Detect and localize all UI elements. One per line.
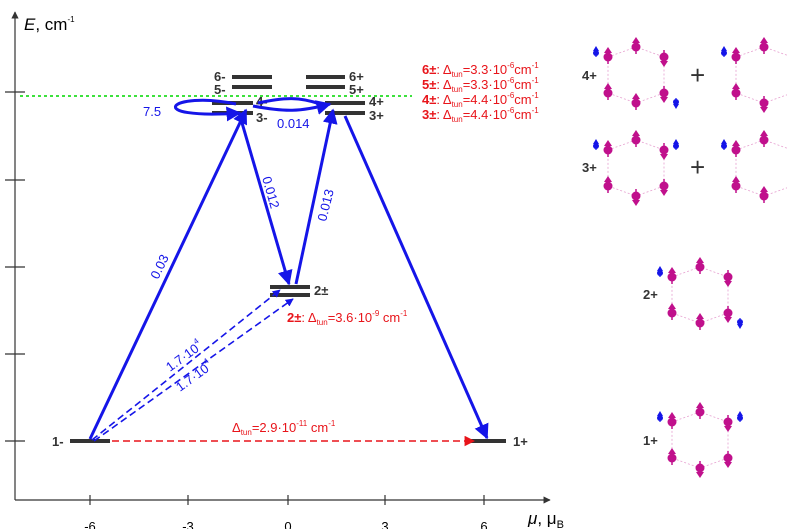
tunneling-label: Δtun=2.9·10-11 cm-1	[232, 419, 336, 437]
diagram: -6 -3 0 3 6 E, cm-1 μ, μB 1- 1+ 2± 3- 4-…	[0, 0, 787, 529]
x-tick-label: -3	[182, 519, 194, 529]
rate-label: 0.014	[277, 116, 310, 131]
level-label: 3+	[369, 108, 384, 123]
levels	[70, 77, 506, 441]
level-label: 3-	[256, 110, 268, 125]
transition-labels: 0.03 0.012 0.013 7.5 0.014 1.7·104 1.7·1…	[143, 104, 337, 394]
tunneling-label: 3±: Δtun=4.4·10-6cm-1	[422, 106, 539, 124]
state-label: 1+	[643, 433, 658, 448]
state-labels: 4+ 3+ 2+ 1+ + +	[582, 60, 705, 448]
x-tick-labels: -6 -3 0 3 6	[84, 519, 487, 529]
state-label: 4+	[582, 68, 597, 83]
level-label: 5-	[214, 82, 226, 97]
level-label: 1+	[513, 434, 528, 449]
spin-configurations	[593, 37, 787, 478]
tunneling-label: 2±: Δtun=3.6·10-9 cm-1	[287, 309, 408, 327]
x-tick-label: 0	[284, 519, 291, 529]
level-label: 6+	[349, 69, 364, 84]
level-label: 1-	[52, 434, 64, 449]
level-label: 6-	[214, 69, 226, 84]
state-label: 3+	[582, 160, 597, 175]
level-label: 2±	[314, 283, 328, 298]
x-tick-label: 3	[381, 519, 388, 529]
plus-sign: +	[690, 152, 705, 182]
level-label: 5+	[349, 82, 364, 97]
rate-label: 0.013	[314, 188, 336, 223]
y-axis-label: E, cm-1	[24, 15, 75, 34]
x-tick-label: -6	[84, 519, 96, 529]
x-tick-label: 6	[480, 519, 487, 529]
plus-sign: +	[690, 60, 705, 90]
page: { "axes": {"y_label": "E", "y_unit": ", …	[0, 0, 787, 529]
level-label: 4+	[369, 94, 384, 109]
x-axis-label: μ, μB	[527, 509, 564, 529]
state-label: 2+	[643, 287, 658, 302]
rate-label: 7.5	[143, 104, 161, 119]
